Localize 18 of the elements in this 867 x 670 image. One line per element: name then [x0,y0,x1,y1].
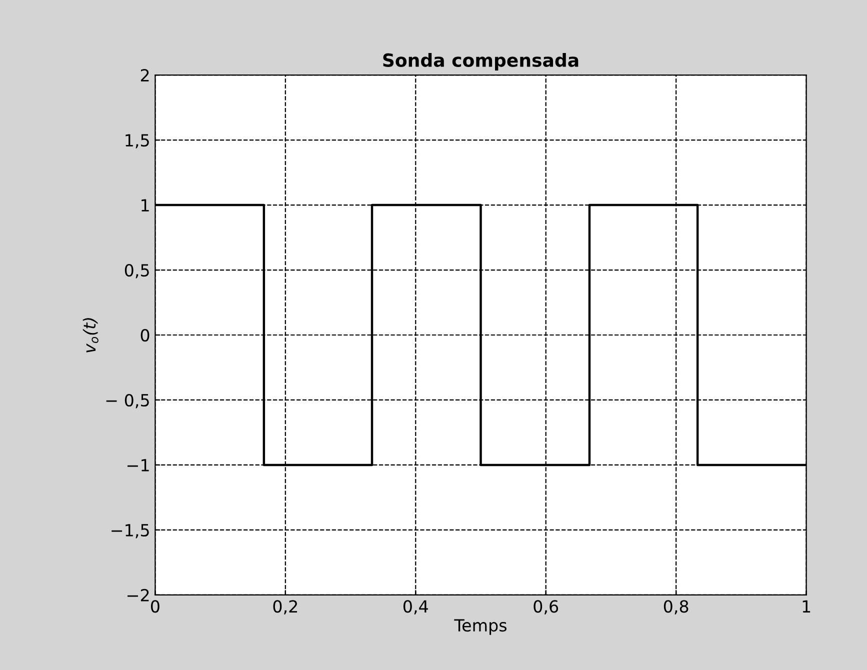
y-tick-label: −1 [128,459,149,472]
x-tick-label: 0,4 [403,600,428,614]
chart-title: Sonda compensada [383,52,578,70]
y-tick-label: 2 [140,69,149,82]
y-tick-label: 1 [142,199,149,212]
y-tick-label: 1,5 [126,134,149,148]
x-tick-label: 0 [150,600,160,613]
y-tick-label: − 0,5 [106,394,149,408]
y-tick-label: −1,5 [112,524,149,538]
x-tick-label: 0,8 [664,600,688,614]
y-axis-title: v$_{o}$(t) [82,318,98,352]
x-tick-label: 0,2 [273,600,297,614]
x-tick-label: 0,6 [534,600,558,614]
x-tick-label: 1 [802,600,810,612]
x-axis-title: Temps [454,619,506,635]
y-tick-label: 0,5 [124,264,149,278]
y-tick-label: −2 [128,588,149,602]
y-tick-label: 0 [140,328,150,342]
